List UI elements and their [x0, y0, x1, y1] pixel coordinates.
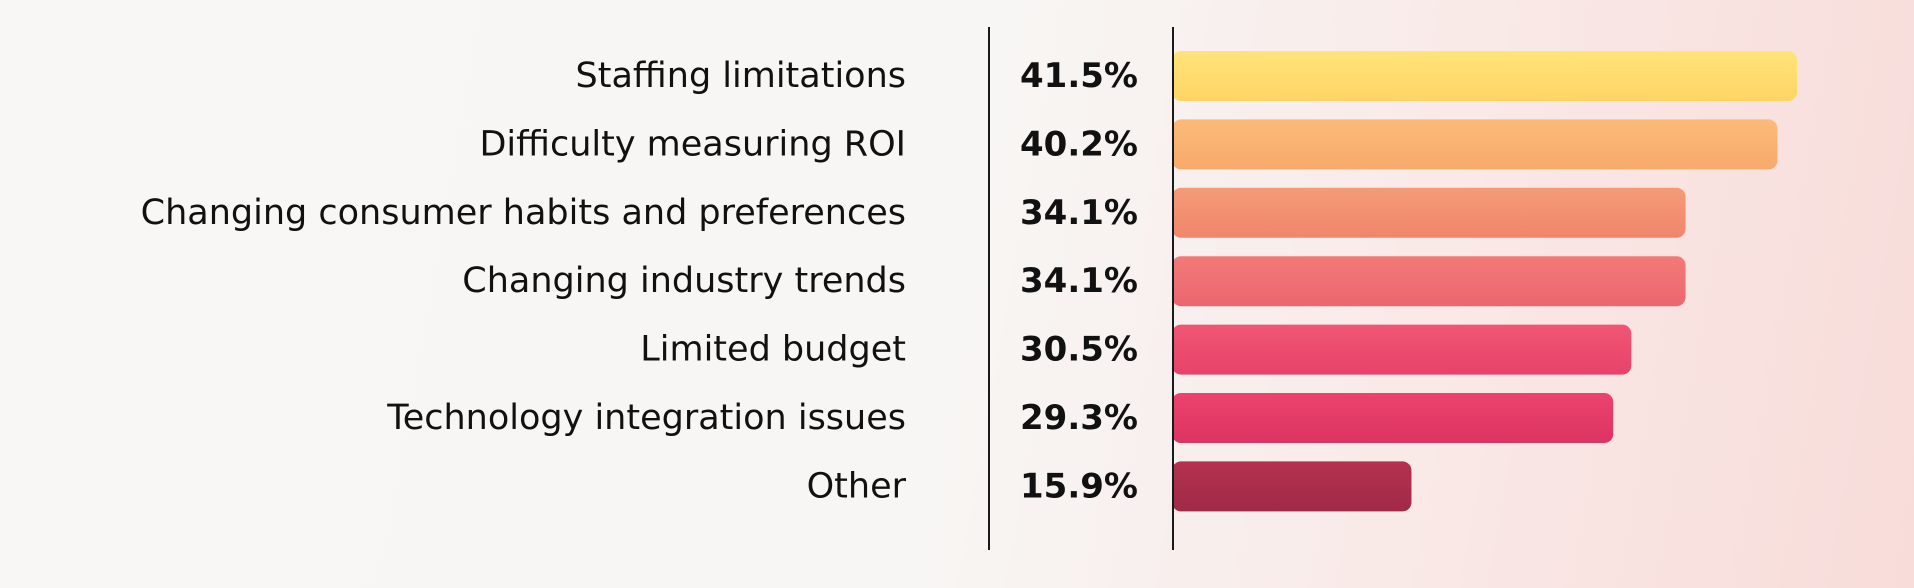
value-label-changing-consumer-habits-and-preferences: 34.1%	[1020, 193, 1138, 233]
value-labels: 41.5% 40.2% 34.1% 34.1% 30.5% 29.3% 15.9%	[1020, 56, 1138, 506]
category-label-changing-consumer-habits-and-preferences: Changing consumer habits and preferences	[141, 193, 906, 233]
category-labels: Staffing limitations Difficulty measuring…	[141, 56, 907, 506]
bar-changing-consumer-habits-and-preferences	[1172, 187, 1686, 238]
category-label-changing-industry-trends: Changing industry trends	[462, 261, 906, 301]
value-label-difficulty-measuring-roi: 40.2%	[1020, 124, 1138, 164]
value-label-technology-integration-issues: 29.3%	[1020, 398, 1138, 438]
bar-difficulty-measuring-roi	[1172, 119, 1778, 170]
value-label-other: 15.9%	[1020, 466, 1138, 506]
category-label-technology-integration-issues: Technology integration issues	[386, 398, 906, 438]
category-label-other: Other	[807, 466, 907, 506]
value-label-staffing-limitations: 41.5%	[1020, 56, 1138, 96]
bar-technology-integration-issues	[1172, 393, 1614, 443]
bar-other	[1172, 461, 1412, 512]
bar-staffing-limitations	[1172, 51, 1797, 101]
category-label-limited-budget: Limited budget	[640, 330, 906, 370]
bar-limited-budget	[1172, 324, 1632, 375]
category-label-difficulty-measuring-roi: Difficulty measuring ROI	[479, 124, 906, 164]
bar-changing-industry-trends	[1172, 256, 1686, 307]
bars	[1172, 51, 1797, 512]
value-label-limited-budget: 30.5%	[1020, 330, 1138, 370]
value-label-changing-industry-trends: 34.1%	[1020, 261, 1138, 301]
category-label-staffing-limitations: Staffing limitations	[576, 56, 906, 96]
